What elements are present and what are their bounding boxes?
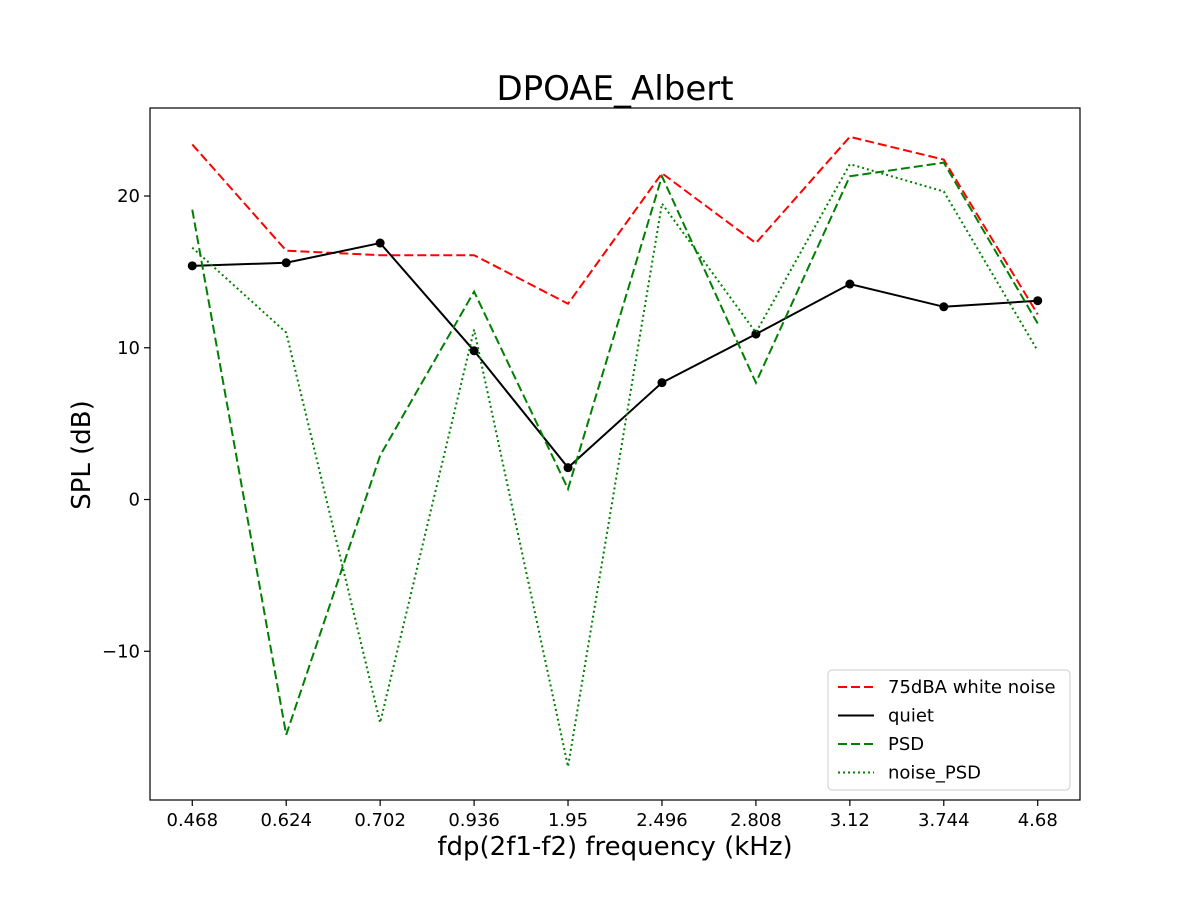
y-tick-label: 20 bbox=[117, 186, 140, 207]
x-tick-label: 2.496 bbox=[636, 810, 688, 831]
data-point-quiet bbox=[375, 238, 385, 248]
series-line-quiet bbox=[192, 241, 1038, 470]
x-tick-label: 4.68 bbox=[1018, 810, 1058, 831]
data-point-quiet bbox=[939, 302, 949, 312]
data-point-quiet bbox=[281, 258, 291, 268]
legend-label: 75dBA white noise bbox=[888, 677, 1056, 698]
x-tick-label: 0.936 bbox=[448, 810, 500, 831]
series-line-noise-psd bbox=[191, 162, 1039, 767]
legend-box bbox=[827, 669, 1071, 791]
data-point-quiet bbox=[469, 346, 479, 356]
legend: 75dBA white noise quiet PSD noise_PSD bbox=[827, 669, 1071, 791]
data-point-quiet bbox=[563, 463, 573, 473]
series-line-psd bbox=[191, 161, 1039, 736]
x-tick-label: 1.95 bbox=[548, 810, 588, 831]
legend-label: quiet bbox=[888, 706, 934, 727]
data-point-quiet bbox=[187, 261, 197, 271]
data-point-quiet bbox=[657, 378, 667, 388]
plot-area: 0.468 0.624 0.702 0.936 1.95 2.496 2.808 3.12 3.… bbox=[102, 107, 1081, 831]
x-tick-label: 3.12 bbox=[830, 810, 870, 831]
data-point-quiet bbox=[845, 279, 855, 289]
legend-label: noise_PSD bbox=[888, 763, 981, 784]
data-point-quiet bbox=[1033, 296, 1043, 306]
x-tick-label: 3.744 bbox=[918, 810, 970, 831]
y-tick-label: 0 bbox=[129, 490, 140, 511]
x-tick-label: 0.468 bbox=[167, 810, 219, 831]
x-tick-label: 0.702 bbox=[354, 810, 406, 831]
y-tick-label: −10 bbox=[102, 641, 140, 662]
axes-frame bbox=[149, 107, 1081, 801]
data-point-quiet bbox=[751, 329, 761, 339]
x-tick-label: 0.624 bbox=[260, 810, 312, 831]
x-tick-label: 2.808 bbox=[730, 810, 782, 831]
y-axis-label: SPL (dB) bbox=[67, 400, 97, 510]
legend-label: PSD bbox=[888, 734, 924, 755]
x-axis-label: fdp(2f1-f2) frequency (kHz) bbox=[437, 832, 792, 862]
y-tick-label: 10 bbox=[117, 338, 140, 359]
chart-title: DPOAE_Albert bbox=[496, 69, 733, 109]
